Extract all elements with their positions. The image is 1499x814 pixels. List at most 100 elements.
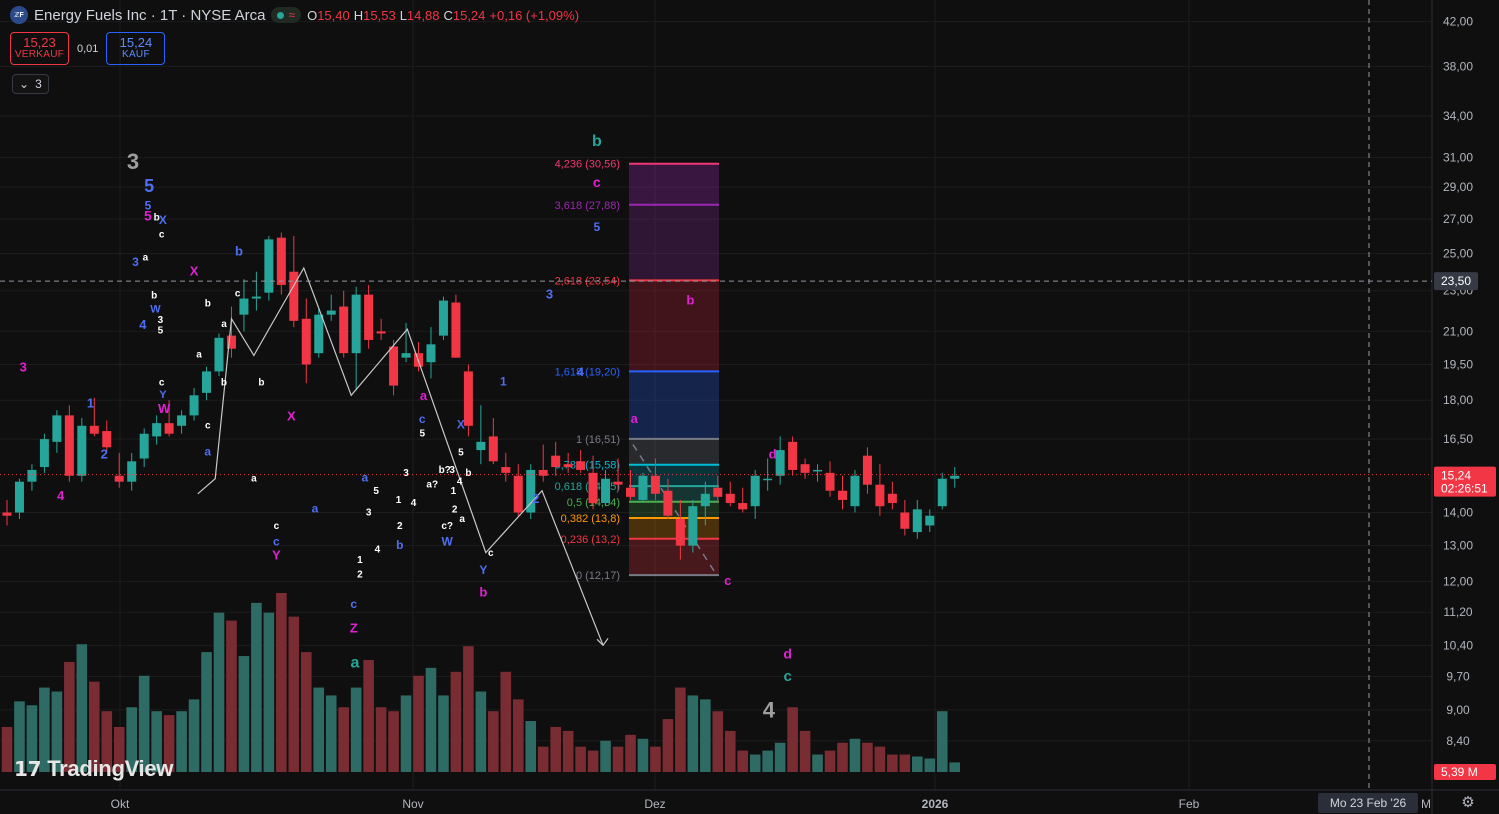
candle-body xyxy=(588,472,598,504)
wave-label: c xyxy=(724,573,731,588)
volume-bar xyxy=(76,644,88,772)
candle-body xyxy=(713,487,723,497)
candle-body xyxy=(775,450,785,476)
candle-body xyxy=(875,484,885,507)
wave-label: a xyxy=(350,654,359,671)
candle-body xyxy=(264,239,274,293)
wave-label: 4 xyxy=(577,365,584,379)
wave-label: a xyxy=(420,388,428,403)
wave-label: X xyxy=(457,417,465,431)
volume-bar xyxy=(64,661,75,772)
fib-zone xyxy=(629,204,719,281)
crosshair-date-label: Mo 23 Feb '26 xyxy=(1318,793,1418,813)
crosshair-price-text: 23,50 xyxy=(1441,274,1471,288)
volume-bar xyxy=(600,740,611,772)
tradingview-logo[interactable]: 𝟭𝟳 TradingView xyxy=(14,756,173,782)
volume-bar xyxy=(238,656,250,772)
candle-body xyxy=(601,478,611,504)
wave-label: d xyxy=(769,446,777,461)
candle-body xyxy=(301,318,311,365)
symbol-logo-icon[interactable]: ℤF xyxy=(10,6,28,24)
wave-label: 3 xyxy=(403,468,409,479)
wave-label: 5 xyxy=(144,176,154,196)
volume-bar xyxy=(675,687,686,772)
wave-label: c xyxy=(350,597,357,611)
volume-bar xyxy=(562,730,574,772)
wave-label: c xyxy=(274,521,280,532)
volume-bar xyxy=(388,711,399,772)
time-axis-label: Okt xyxy=(111,797,130,811)
volume-bar xyxy=(787,707,798,772)
wave-label: 4 xyxy=(457,477,463,488)
sell-button[interactable]: 15,23 VERKAUF xyxy=(10,32,69,65)
price-tick-label: 13,00 xyxy=(1443,539,1473,553)
wave-label: c xyxy=(419,412,426,426)
tradingview-mark-icon: 𝟭𝟳 xyxy=(14,758,42,781)
candle-body xyxy=(314,314,324,354)
candle-body xyxy=(813,469,823,472)
ohlc-change: +0,16 (+1,09%) xyxy=(489,7,580,23)
candle-body xyxy=(501,467,511,473)
volume-bar xyxy=(375,707,387,772)
wave-label: c xyxy=(488,548,494,559)
volume-bar xyxy=(201,652,212,772)
buy-button[interactable]: 15,24 KAUF xyxy=(106,32,166,65)
volume-bar xyxy=(151,711,162,772)
candle-body xyxy=(738,503,748,510)
candle-body xyxy=(102,431,112,448)
volume-bar xyxy=(276,593,287,772)
wave-label: 5 xyxy=(144,208,152,224)
price-tick-label: 18,00 xyxy=(1443,393,1473,407)
wave-label: X xyxy=(190,263,199,278)
candle-body xyxy=(862,455,872,485)
candle-body xyxy=(239,298,249,315)
candle-body xyxy=(638,475,648,500)
candle-body xyxy=(626,487,635,497)
wave-label: 1 xyxy=(87,396,94,411)
candle-body xyxy=(613,481,623,485)
candle-body xyxy=(89,425,99,434)
wave-label: a xyxy=(143,253,149,264)
volume-bar xyxy=(226,620,237,772)
candle-body xyxy=(526,469,536,513)
wave-label: c xyxy=(159,230,165,241)
wave-label: 5 xyxy=(158,325,164,336)
volume-bar xyxy=(724,730,736,772)
volume-bar xyxy=(363,659,374,772)
market-status-pill[interactable]: ≈ xyxy=(271,7,302,23)
candle-body xyxy=(401,353,411,358)
volume-bar xyxy=(749,754,761,772)
bar-countdown-text: 02:26:51 xyxy=(1441,482,1488,496)
trade-panel: 15,23 VERKAUF 0,01 15,24 KAUF xyxy=(10,32,166,65)
wave-label: c xyxy=(159,378,165,389)
wave-label: X xyxy=(159,213,167,227)
candle-body xyxy=(152,423,162,437)
volume-bar xyxy=(438,695,449,772)
wave-label: 3 xyxy=(158,315,164,326)
wave-label: 2 xyxy=(452,505,458,516)
wave-label: a? xyxy=(426,480,438,491)
fib-level-label: 1 (16,51) xyxy=(576,434,620,446)
candle-body xyxy=(376,331,386,334)
volume-bar xyxy=(51,691,63,772)
wave-label: 4 xyxy=(763,697,776,722)
gear-icon[interactable]: ⚙ xyxy=(1461,794,1475,811)
price-tick-label: 9,70 xyxy=(1446,669,1470,683)
price-tick-label: 34,00 xyxy=(1443,109,1473,123)
wave-label: c? xyxy=(441,521,453,532)
wave-label: 2 xyxy=(101,446,108,461)
spread-value: 0,01 xyxy=(77,42,99,55)
candle-body xyxy=(14,481,24,513)
price-tick-label: 31,00 xyxy=(1443,150,1473,164)
candle-body xyxy=(700,493,710,507)
wave-label: c xyxy=(235,289,241,300)
indicators-count: 3 xyxy=(35,77,42,91)
indicators-toggle-button[interactable]: ⌄ 3 xyxy=(12,74,49,94)
fib-zone xyxy=(629,280,719,372)
symbol-title[interactable]: Energy Fuels Inc · 1T · NYSE Arca xyxy=(34,6,266,24)
wave-label: b xyxy=(151,291,157,302)
candle-body xyxy=(189,395,199,416)
current-price-tag xyxy=(1434,466,1496,497)
